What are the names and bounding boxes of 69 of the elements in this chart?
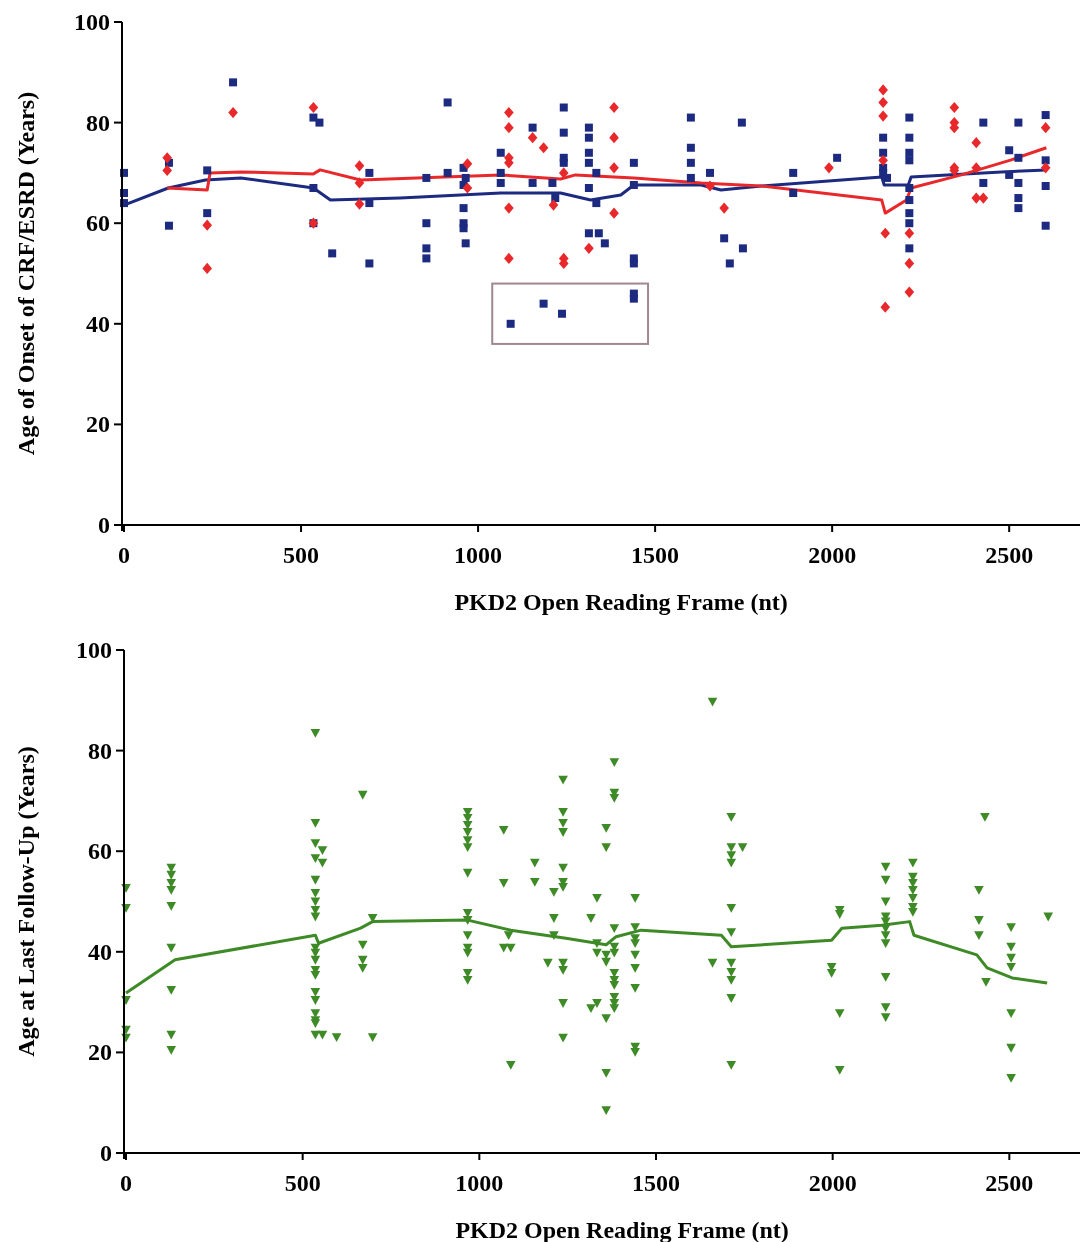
point bbox=[462, 182, 473, 194]
point bbox=[202, 262, 213, 275]
y-tick-label: 20 bbox=[88, 1039, 112, 1066]
point bbox=[354, 177, 365, 189]
x-axis-title: PKD2 Open Reading Frame (nt) bbox=[454, 589, 788, 615]
y-tick-label: 0 bbox=[100, 1140, 112, 1166]
point bbox=[504, 202, 514, 214]
point bbox=[609, 162, 619, 174]
y-tick-label: 80 bbox=[88, 737, 112, 764]
point bbox=[504, 106, 514, 119]
point bbox=[538, 142, 549, 154]
point bbox=[1040, 162, 1051, 174]
y-tick-label: 40 bbox=[86, 310, 110, 337]
point bbox=[462, 158, 473, 170]
x-tick-label: 1000 bbox=[455, 1170, 504, 1196]
point bbox=[719, 202, 729, 214]
x-tick-label: 0 bbox=[120, 1170, 132, 1196]
point bbox=[228, 106, 238, 119]
x-tick-label: 1000 bbox=[454, 542, 503, 568]
point bbox=[904, 286, 915, 298]
y-tick-label: 20 bbox=[86, 411, 110, 438]
point bbox=[162, 152, 172, 164]
x-tick-label: 1500 bbox=[632, 1170, 680, 1196]
point bbox=[949, 101, 960, 114]
x-tick-label: 500 bbox=[284, 1170, 321, 1196]
y-tick-label: 60 bbox=[86, 210, 110, 237]
point bbox=[584, 242, 594, 254]
point bbox=[1040, 122, 1051, 134]
point bbox=[880, 227, 891, 239]
point bbox=[609, 132, 619, 144]
point bbox=[354, 198, 365, 210]
point bbox=[878, 154, 888, 166]
y-tick-label: 80 bbox=[86, 109, 110, 136]
point bbox=[824, 162, 834, 174]
point bbox=[904, 257, 915, 270]
x-tick-label: 2500 bbox=[985, 542, 1034, 568]
point bbox=[971, 162, 982, 174]
point bbox=[548, 199, 559, 211]
line-series bbox=[165, 146, 1048, 215]
point bbox=[878, 84, 888, 96]
point bbox=[527, 132, 538, 144]
point bbox=[609, 101, 619, 114]
point bbox=[705, 180, 715, 192]
point bbox=[978, 192, 989, 204]
y-tick-label: 60 bbox=[88, 838, 112, 865]
point bbox=[971, 137, 982, 149]
x-tick-label: 0 bbox=[118, 542, 130, 568]
point bbox=[504, 122, 514, 134]
y-tick-label: 0 bbox=[98, 512, 110, 538]
y-tick-label: 100 bbox=[76, 637, 112, 663]
x-tick-label: 1500 bbox=[631, 542, 680, 568]
point bbox=[308, 101, 319, 114]
point bbox=[504, 252, 514, 265]
point bbox=[878, 110, 888, 122]
point bbox=[162, 164, 172, 176]
x-tick-label: 500 bbox=[283, 542, 320, 568]
point bbox=[609, 207, 619, 219]
point bbox=[878, 96, 888, 109]
y-axis-title: Age at Last Follow-Up (Years) bbox=[13, 746, 39, 1057]
x-tick-label: 2000 bbox=[808, 1170, 857, 1196]
y-tick-label: 100 bbox=[74, 9, 110, 35]
y-axis-title: Age of Onset of CRF/ESRD (Years) bbox=[13, 91, 39, 456]
point bbox=[880, 301, 891, 313]
x-tick-label: 2500 bbox=[985, 1170, 1034, 1196]
x-tick-label: 2000 bbox=[808, 542, 857, 568]
point bbox=[202, 219, 213, 231]
point bbox=[354, 160, 365, 172]
y-tick-label: 40 bbox=[88, 938, 112, 965]
point bbox=[904, 227, 915, 239]
